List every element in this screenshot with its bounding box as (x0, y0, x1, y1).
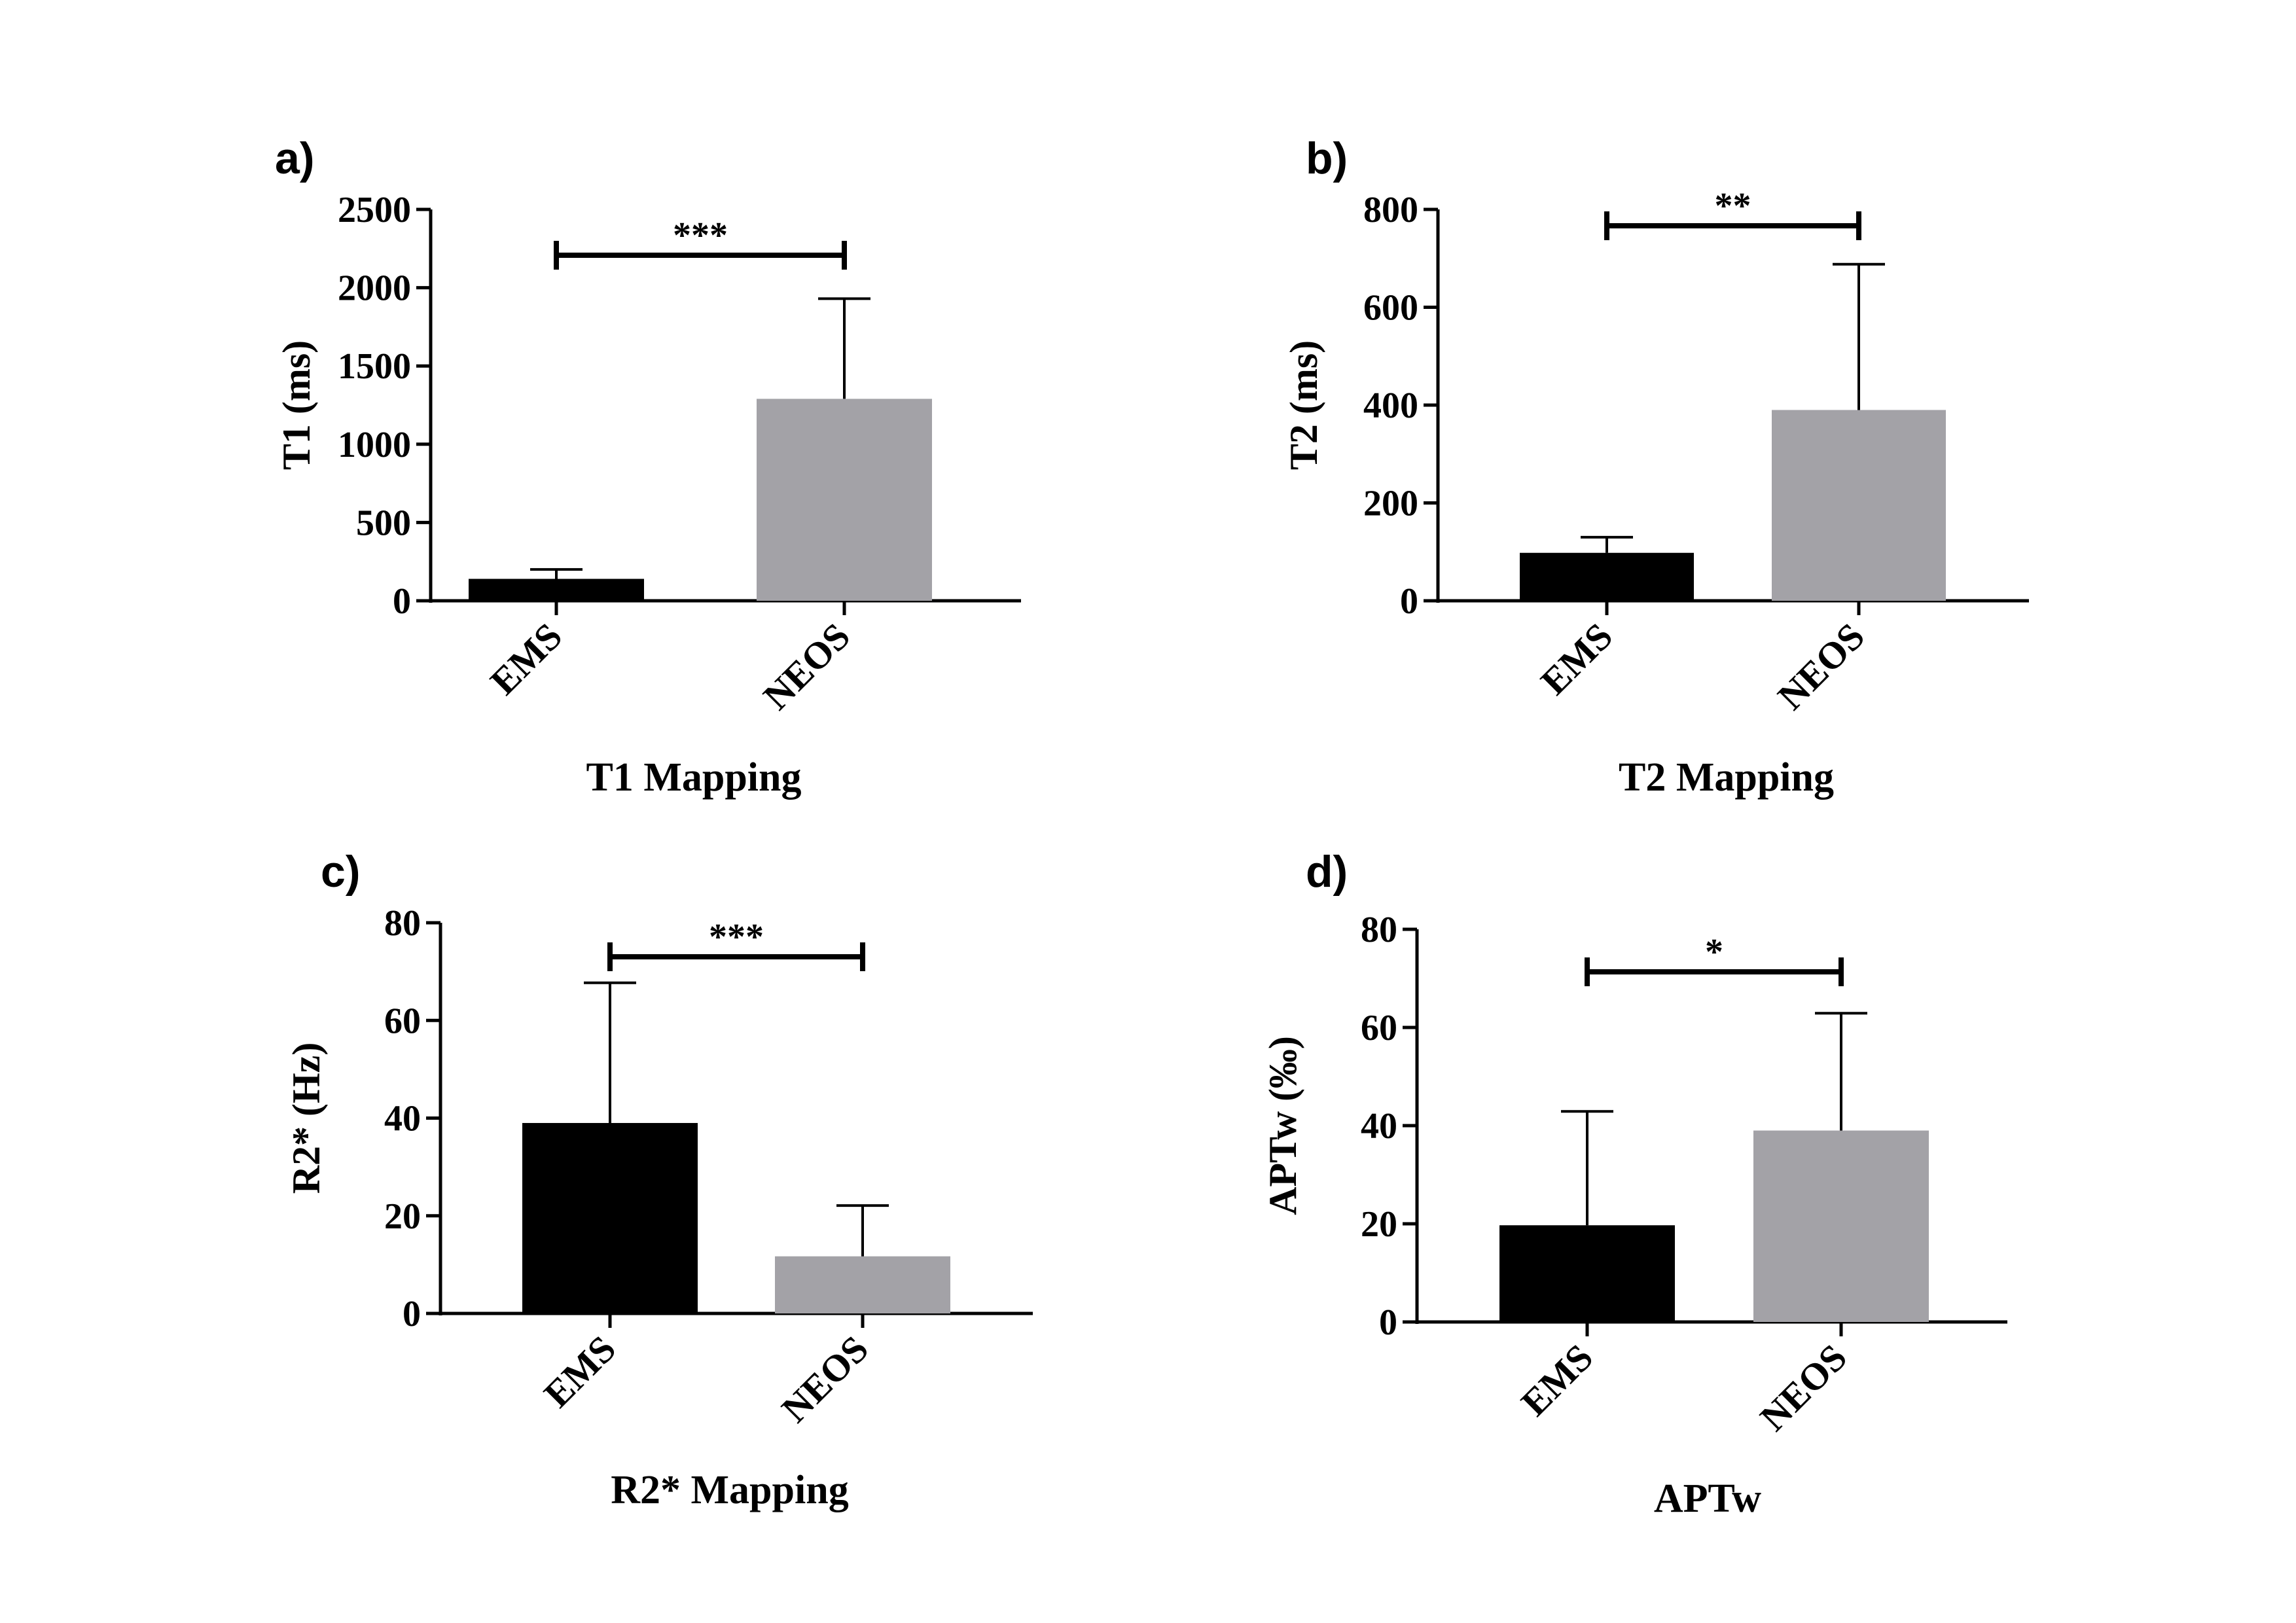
y-tick-label: 80 (384, 903, 421, 944)
y-tick-label: 20 (1361, 1204, 1397, 1245)
y-tick-label: 1500 (338, 346, 411, 387)
y-tick-label: 20 (384, 1196, 421, 1237)
y-tick-label: 40 (384, 1099, 421, 1139)
y-tick-label: 0 (403, 1294, 421, 1334)
bar-neos (1753, 1130, 1929, 1322)
y-tick-label: 0 (1379, 1302, 1397, 1343)
y-tick-label: 0 (1400, 581, 1418, 622)
category-label: NEOS (755, 615, 859, 718)
category-label: NEOS (1752, 1336, 1856, 1439)
chart-title: R2* Mapping (611, 1468, 848, 1512)
y-tick-label: 60 (1361, 1008, 1397, 1048)
chart-panel-1: a) 0 500 1000 1500 2000 2500 EMS NEOS *** T1 (ms) T… (275, 134, 1021, 800)
y-axis-title: R2* (Hz) (285, 1043, 328, 1194)
y-axis-title: APTw (‰) (1261, 1036, 1304, 1215)
chart-title: T1 Mapping (586, 755, 801, 800)
panel-label: a) (275, 134, 314, 183)
y-tick-label: 1000 (338, 425, 411, 465)
chart-panel-2: b) 0 200 400 600 800 EMS NEOS ** T2 (ms) T2 Mappin… (1282, 134, 2029, 800)
bar-ems (1499, 1225, 1675, 1322)
significance-label: * (1705, 932, 1723, 972)
significance-label: ** (1715, 186, 1751, 226)
bar-ems (522, 1122, 698, 1313)
category-label: NEOS (1770, 615, 1873, 718)
category-label: EMS (1532, 615, 1621, 703)
panel-label: d) (1306, 847, 1348, 897)
y-tick-label: 40 (1361, 1106, 1397, 1147)
y-tick-label: 2000 (338, 268, 411, 309)
y-tick-label: 600 (1363, 288, 1418, 329)
chart-panel-4: d) 0 20 40 60 80 EMS NEOS * APTw (‰) APTw (1261, 847, 2007, 1521)
y-tick-label: 60 (384, 1001, 421, 1041)
category-label: EMS (535, 1327, 624, 1416)
y-axis-title: T1 (ms) (275, 340, 318, 470)
y-tick-label: 400 (1363, 385, 1418, 426)
y-tick-label: 0 (393, 581, 411, 622)
chart-title: T2 Mapping (1619, 755, 1834, 800)
category-label: EMS (1513, 1336, 1601, 1424)
category-label: EMS (482, 615, 570, 703)
y-tick-label: 500 (356, 503, 411, 543)
chart-title: APTw (1654, 1476, 1761, 1521)
bar-neos (1772, 410, 1946, 601)
significance-label: *** (673, 215, 728, 256)
category-label: NEOS (774, 1327, 877, 1431)
bar-ems (469, 579, 644, 601)
y-axis-title: T2 (ms) (1282, 340, 1325, 470)
panel-label: c) (321, 847, 360, 897)
y-tick-label: 800 (1363, 190, 1418, 230)
chart-panel-3: c) 0 20 40 60 80 EMS NEOS *** R2* (Hz) R2* Mapping (285, 847, 1033, 1512)
bar-neos (775, 1256, 950, 1313)
y-tick-label: 80 (1361, 910, 1397, 950)
panel-label: b) (1306, 134, 1348, 183)
y-tick-label: 200 (1363, 484, 1418, 524)
y-tick-label: 2500 (338, 190, 411, 230)
bar-neos (757, 399, 932, 601)
significance-label: *** (709, 917, 764, 957)
bar-ems (1520, 552, 1694, 601)
